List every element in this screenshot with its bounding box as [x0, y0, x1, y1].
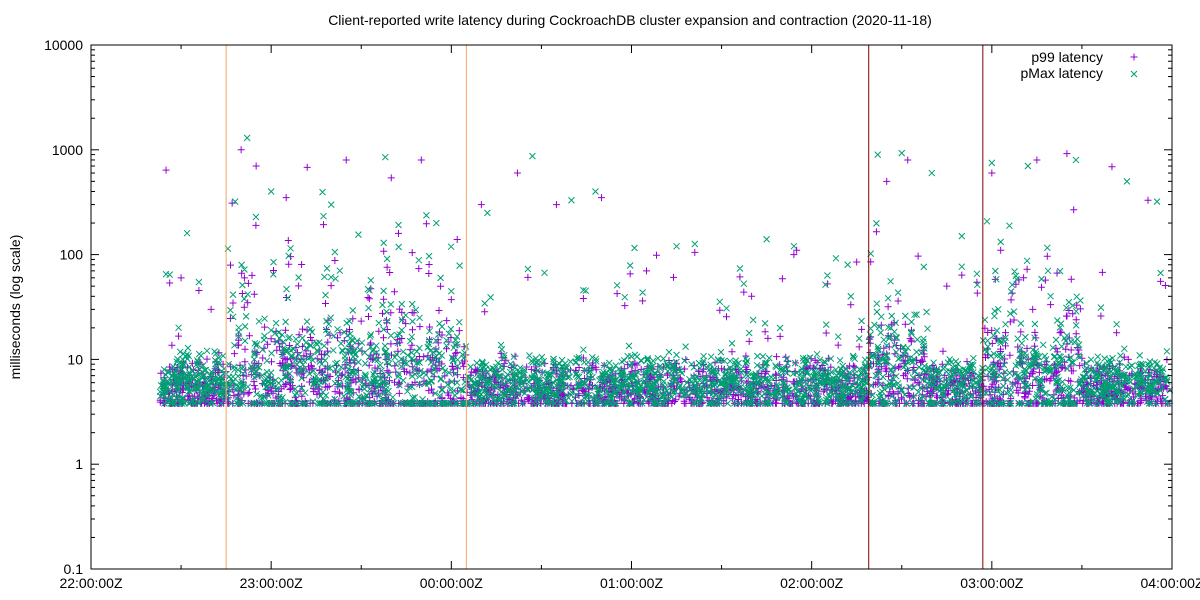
- plot-frame: [90, 44, 1173, 570]
- p99-point: [1063, 150, 1071, 158]
- legend: p99 latency pMax latency: [1021, 49, 1138, 81]
- y-tick-label: 1000: [52, 142, 83, 158]
- pmax-point: [327, 201, 335, 208]
- legend-label-p99: p99 latency: [1031, 49, 1103, 65]
- pmax-point: [1123, 177, 1131, 185]
- legend-plus-icon: [1130, 53, 1138, 61]
- pmax-point: [1153, 198, 1161, 206]
- pmax-density-cloud: [156, 188, 1174, 407]
- axis-ticks: 0.1 1 10 100 1000 10000 22:00:00Z 23:00:00Z 00:0…: [44, 37, 1200, 591]
- x-tick-label: 03:00:00Z: [960, 575, 1023, 591]
- p99-point: [883, 177, 891, 185]
- p99-point: [477, 201, 485, 209]
- p99-point: [1033, 156, 1041, 164]
- pmax-point: [988, 159, 996, 167]
- pmax-point: [763, 235, 770, 243]
- p99-point: [793, 246, 801, 254]
- data-points: [162, 134, 1161, 313]
- p99-point: [237, 146, 245, 154]
- pmax-point: [592, 188, 599, 195]
- pmax-point: [568, 196, 575, 204]
- legend-cross-icon: [1130, 70, 1138, 78]
- legend-marker-pmax: [1130, 70, 1138, 78]
- p99-point: [387, 174, 395, 182]
- p99-point: [552, 201, 560, 209]
- x-tick-label: 22:00:00Z: [59, 575, 122, 591]
- p99-point: [904, 156, 912, 164]
- pmax-point: [958, 232, 966, 240]
- pmax-point: [162, 270, 170, 278]
- p99-point: [282, 194, 290, 202]
- pmax-point: [529, 152, 536, 160]
- x-tick-label: 23:00:00Z: [240, 575, 303, 591]
- pmax-point: [231, 198, 239, 206]
- legend-label-pmax: pMax latency: [1021, 65, 1103, 81]
- p99-point: [228, 199, 236, 207]
- y-tick-label: 10: [67, 351, 83, 367]
- pmax-point: [243, 134, 251, 142]
- p99-point: [207, 305, 215, 313]
- pmax-point: [381, 153, 389, 161]
- pmax-point: [183, 229, 191, 237]
- p99-point: [748, 292, 756, 300]
- p99-point: [303, 163, 311, 171]
- pmax-point: [673, 242, 680, 250]
- p99-point: [417, 156, 425, 164]
- vertical-markers: [225, 45, 984, 569]
- p99-point: [342, 156, 350, 164]
- p99-point: [597, 194, 605, 202]
- chart-title: Client-reported write latency during Coc…: [328, 12, 932, 28]
- y-tick-label: 1: [75, 456, 83, 472]
- p99-point: [643, 267, 651, 275]
- density-layer: [156, 188, 1174, 407]
- pmax-point: [874, 151, 882, 158]
- x-tick-label: 00:00:00Z: [420, 575, 483, 591]
- p99-point: [853, 258, 861, 266]
- p99-point: [252, 162, 260, 170]
- p99-point: [1108, 163, 1116, 171]
- legend-marker-p99: [1130, 53, 1138, 61]
- pmax-point: [267, 188, 275, 195]
- y-axis-label: milliseconds (log scale): [7, 235, 23, 380]
- y-tick-label: 0.1: [64, 561, 84, 577]
- x-tick-label: 02:00:00Z: [780, 575, 843, 591]
- p99-point: [1144, 196, 1152, 204]
- p99-point: [988, 169, 996, 177]
- p99-point: [513, 169, 521, 177]
- pmax-point: [484, 209, 491, 217]
- p99-point: [943, 282, 951, 290]
- p99-point: [177, 274, 185, 282]
- pmax-point: [432, 219, 440, 227]
- pmax-point: [928, 169, 936, 177]
- y-tick-label: 100: [60, 247, 84, 263]
- p99-point: [162, 166, 170, 174]
- pmax-point: [844, 261, 852, 269]
- pmax-point: [898, 149, 906, 157]
- x-tick-label: 01:00:00Z: [600, 575, 663, 591]
- pmax-point: [1024, 162, 1032, 170]
- x-tick-label: 04:00:00Z: [1140, 575, 1200, 591]
- y-tick-label: 10000: [44, 37, 83, 53]
- pmax-point: [1072, 156, 1080, 164]
